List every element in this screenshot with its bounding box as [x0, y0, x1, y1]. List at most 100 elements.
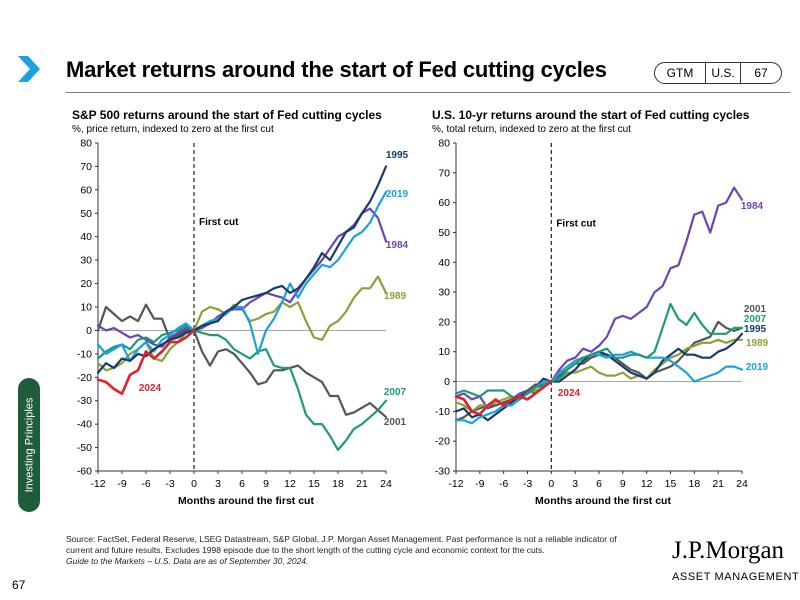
left-x-tick-label: 24: [380, 478, 392, 490]
left-x-tick-label: 15: [308, 478, 320, 490]
right-y-tick-label: 50: [438, 227, 450, 239]
right-x-tick-label: 6: [596, 478, 602, 490]
left-y-tick-label: -60: [77, 466, 92, 478]
badge-page-number: 67: [740, 62, 782, 84]
left-y-tick-label: -40: [77, 419, 92, 431]
right-x-tick-label: 21: [712, 478, 724, 490]
right-x-tick-label: -6: [499, 478, 508, 490]
source-line-3: Guide to the Markets – U.S. Data are as …: [66, 556, 309, 566]
left-series-label-2007: 2007: [384, 387, 407, 398]
right-series-label-1984: 1984: [741, 201, 764, 212]
right-x-axis-title: Months around the first cut: [535, 495, 671, 507]
right-x-tick-label: 3: [572, 478, 578, 490]
left-series-2024: [96, 329, 196, 396]
page-title: Market returns around the start of Fed c…: [66, 57, 607, 82]
title-divider: [66, 92, 790, 93]
left-x-tick-label: -6: [141, 478, 150, 490]
chevron-right-icon: [18, 56, 40, 82]
right-x-tick-label: 12: [641, 478, 653, 490]
section-tab-label: Investing Principles: [23, 397, 35, 493]
right-chart-subtitle: %, total return, indexed to zero at the …: [432, 124, 631, 135]
right-x-tick-label: 24: [736, 478, 748, 490]
left-series-label-2024: 2024: [139, 383, 162, 394]
left-first-cut-label: First cut: [199, 217, 239, 228]
left-x-tick-label: -3: [165, 478, 174, 490]
source-note: Source: FactSet, Federal Reserve, LSEG D…: [66, 534, 666, 567]
left-y-tick-label: 20: [80, 278, 92, 290]
left-x-tick-label: 3: [215, 478, 221, 490]
right-y-tick-label: -10: [435, 406, 450, 418]
page-number: 67: [12, 578, 26, 592]
left-series-1989: [96, 275, 388, 372]
left-series-label-1989: 1989: [384, 291, 407, 302]
left-series-2007: [96, 324, 388, 451]
left-y-tick-label: 70: [80, 161, 92, 173]
right-x-tick-label: -9: [475, 478, 484, 490]
right-x-tick-label: 15: [665, 478, 677, 490]
right-series-1984: [454, 186, 744, 410]
left-y-tick-label: 50: [80, 208, 92, 220]
source-line-1: Source: FactSet, Federal Reserve, LSEG D…: [66, 534, 617, 544]
right-y-tick-label: 70: [438, 167, 450, 179]
right-x-tick-label: -3: [523, 478, 532, 490]
left-x-tick-label: -12: [90, 478, 105, 490]
right-series-2001: [454, 320, 744, 422]
right-series-label-2001: 2001: [744, 304, 767, 315]
right-chart-title: U.S. 10-yr returns around the start of F…: [432, 108, 750, 122]
right-x-tick-label: 0: [548, 478, 554, 490]
left-series-1995: [96, 165, 388, 374]
left-x-tick-label: 9: [263, 478, 269, 490]
left-series-label-1984: 1984: [386, 240, 409, 251]
left-x-tick-label: 18: [332, 478, 344, 490]
left-x-tick-label: 12: [284, 478, 296, 490]
left-y-tick-label: -10: [77, 348, 92, 360]
right-series-2024: [454, 380, 553, 416]
left-y-tick-label: 60: [80, 184, 92, 196]
right-series-label-2007: 2007: [744, 314, 767, 325]
left-x-tick-label: -9: [117, 478, 126, 490]
right-y-tick-label: 60: [438, 197, 450, 209]
source-line-2: current and future results. Excludes 199…: [66, 545, 545, 555]
section-tab[interactable]: Investing Principles: [18, 378, 40, 512]
left-series-1984: [96, 207, 388, 348]
left-x-axis-title: Months around the first cut: [178, 495, 314, 507]
right-series-label-2024: 2024: [558, 388, 581, 399]
left-y-tick-label: -30: [77, 395, 92, 407]
right-y-tick-label: 0: [444, 376, 450, 388]
left-x-tick-label: 6: [239, 478, 245, 490]
right-y-tick-label: 80: [438, 138, 450, 150]
left-y-tick-label: 0: [86, 325, 92, 337]
left-y-tick-label: -20: [77, 372, 92, 384]
left-series-2001: [96, 303, 388, 419]
left-series-label-2001: 2001: [384, 417, 407, 428]
right-series-label-1989: 1989: [746, 338, 769, 349]
brand-logo-subtitle: ASSET MANAGEMENT: [672, 571, 800, 583]
brand-logo: J.P.Morgan: [672, 537, 785, 564]
left-chart-subtitle: %, price return, indexed to zero at the …: [72, 124, 274, 135]
right-y-tick-label: 40: [438, 257, 450, 269]
left-y-tick-label: 80: [80, 138, 92, 150]
right-y-tick-label: -30: [435, 466, 450, 478]
left-y-tick-label: 10: [80, 302, 92, 314]
right-series-1989: [454, 338, 744, 413]
right-series-label-1995: 1995: [744, 324, 767, 335]
right-y-tick-label: 30: [438, 287, 450, 299]
left-series-label-1995: 1995: [386, 150, 409, 161]
left-chart-title: S&P 500 returns around the start of Fed …: [72, 108, 382, 122]
left-y-tick-label: -50: [77, 442, 92, 454]
right-y-tick-label: 20: [438, 316, 450, 328]
right-y-tick-label: -20: [435, 436, 450, 448]
right-x-tick-label: -12: [448, 478, 463, 490]
right-y-tick-label: 10: [438, 346, 450, 358]
left-series-2019: [96, 191, 388, 362]
right-first-cut-label: First cut: [556, 218, 596, 229]
left-x-tick-label: 0: [191, 478, 197, 490]
left-y-tick-label: 30: [80, 255, 92, 267]
right-series-label-2019: 2019: [746, 362, 769, 373]
left-series-label-2019: 2019: [386, 189, 409, 200]
right-x-tick-label: 18: [688, 478, 700, 490]
left-y-tick-label: 40: [80, 231, 92, 243]
right-series-2007: [454, 302, 744, 401]
right-x-tick-label: 9: [620, 478, 626, 490]
